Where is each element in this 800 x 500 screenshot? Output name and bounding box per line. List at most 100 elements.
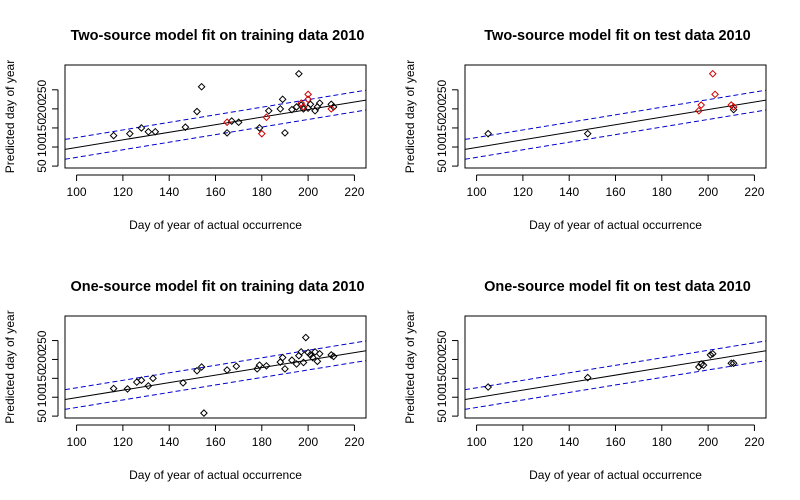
x-tick-label: 100 (67, 185, 87, 199)
x-tick-label: 160 (605, 185, 625, 199)
data-point (315, 349, 324, 358)
x-tick-label: 140 (559, 435, 579, 449)
y-tick-label: 200 (35, 349, 49, 369)
data-point (200, 409, 208, 417)
x-tick-label: 100 (467, 185, 487, 199)
data-point (149, 374, 157, 383)
x-tick-label: 180 (652, 185, 672, 199)
data-point (197, 82, 206, 91)
plot-panel-two-source-test: Two-source model fit on test data 2010 Da… (403, 28, 767, 232)
data-point (299, 103, 308, 111)
data-point (708, 69, 717, 78)
x-tick-label: 100 (467, 435, 487, 449)
x-tick-label: 160 (205, 185, 225, 199)
y-tick-label: 100 (435, 387, 449, 407)
data-point (278, 95, 287, 104)
x-tick-label: 160 (205, 435, 225, 449)
y-tick-label: 150 (35, 368, 49, 388)
data-point (697, 360, 706, 368)
data-point (301, 333, 310, 342)
plot-frame (64, 64, 367, 169)
data-point (299, 358, 308, 367)
x-tick-label: 220 (744, 435, 764, 449)
data-point (583, 129, 592, 138)
x-tick-label: 220 (744, 185, 764, 199)
data-point (697, 101, 706, 109)
data-point (306, 100, 315, 109)
plot-title: One-source model fit on test data 2010 (484, 279, 751, 295)
x-tick-label: 120 (113, 435, 133, 449)
y-tick-label: 250 (435, 330, 449, 350)
x-tick-label: 140 (559, 185, 579, 199)
data-point (262, 113, 271, 122)
fit-line (65, 350, 366, 401)
y-tick-label: 200 (435, 99, 449, 119)
data-point (313, 357, 322, 366)
data-point (699, 361, 708, 370)
data-point (729, 359, 738, 368)
plot-panel-one-source-test: One-source model fit on test data 2010 Da… (403, 279, 767, 482)
data-point (281, 364, 289, 373)
data-point (292, 360, 301, 368)
x-tick-label: 120 (113, 185, 133, 199)
data-point (144, 127, 153, 136)
data-point (257, 129, 266, 138)
data-point (304, 95, 313, 104)
plot-frame (64, 315, 367, 419)
y-tick-label: 100 (435, 137, 449, 157)
data-point (711, 90, 719, 99)
y-tick-label: 250 (35, 79, 49, 99)
y-tick-label: 50 (35, 409, 49, 423)
data-point (262, 361, 271, 370)
data-point (583, 373, 592, 382)
x-tick-label: 120 (513, 185, 533, 199)
data-point (137, 376, 146, 385)
data-point (329, 352, 338, 361)
data-point (179, 378, 187, 387)
x-tick-label: 140 (159, 435, 179, 449)
plot-title: Two-source model fit on training data 20… (71, 28, 365, 44)
data-point (197, 363, 206, 371)
data-point (297, 347, 306, 356)
x-tick-label: 220 (344, 185, 364, 199)
y-tick-label: 50 (435, 409, 449, 423)
data-point (706, 351, 715, 359)
upper-band-line (65, 340, 366, 391)
fit-line (465, 99, 766, 150)
x-tick-label: 160 (605, 435, 625, 449)
y-tick-label: 250 (35, 330, 49, 350)
data-point (484, 129, 493, 138)
y-tick-label: 100 (35, 137, 49, 157)
x-tick-label: 180 (652, 435, 672, 449)
data-point (223, 366, 231, 374)
data-point (255, 361, 264, 370)
plot-frame (464, 315, 767, 419)
y-tick-label: 50 (435, 159, 449, 173)
x-tick-label: 200 (698, 185, 718, 199)
x-tick-label: 200 (698, 435, 718, 449)
lower-band-line (465, 360, 766, 410)
y-tick-label: 250 (435, 79, 449, 99)
data-point (276, 104, 285, 113)
data-point (729, 103, 738, 111)
y-tick-label: 150 (435, 368, 449, 388)
x-tick-label: 200 (298, 185, 318, 199)
x-axis-label: Day of year of actual occurrence (529, 468, 702, 482)
data-point (123, 385, 132, 393)
x-axis-label: Day of year of actual occurrence (129, 218, 302, 232)
data-point (193, 366, 201, 375)
y-tick-label: 200 (435, 349, 449, 369)
y-tick-label: 100 (35, 387, 49, 407)
y-tick-label: 50 (35, 159, 49, 173)
upper-band-line (465, 89, 766, 140)
data-point (311, 347, 319, 356)
plot-title: One-source model fit on training data 20… (70, 279, 364, 295)
data-point (125, 129, 134, 138)
plot-panel-one-source-training: One-source model fit on training data 20… (3, 279, 367, 482)
x-tick-label: 180 (252, 185, 272, 199)
y-axis-label: Predicted day of year (3, 60, 17, 173)
y-tick-label: 150 (35, 118, 49, 138)
x-tick-label: 100 (67, 435, 87, 449)
y-axis-label: Predicted day of year (3, 310, 17, 423)
